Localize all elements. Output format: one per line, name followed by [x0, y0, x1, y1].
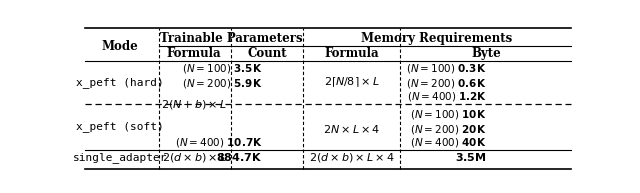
Text: Count: Count [248, 47, 287, 60]
Text: $\mathbf{884.7K}$: $\mathbf{884.7K}$ [216, 151, 262, 163]
Text: $2(d\times b)\times L\times 4$: $2(d\times b)\times L\times 4$ [309, 151, 395, 164]
Text: $2(N+b)\times L$: $2(N+b)\times L$ [161, 98, 227, 111]
Text: x_peft (soft): x_peft (soft) [76, 122, 164, 132]
Text: single_adapter: single_adapter [72, 152, 167, 163]
Text: $2(d\times b)\times L$: $2(d\times b)\times L$ [162, 151, 227, 164]
Text: $2N\times L\times 4$: $2N\times L\times 4$ [323, 123, 381, 135]
Text: $(N=100)\ \mathbf{0.3K}$: $(N=100)\ \mathbf{0.3K}$ [406, 62, 486, 75]
Text: $\mathbf{3.5M}$: $\mathbf{3.5M}$ [455, 151, 486, 163]
Text: $(N=200)\ \mathbf{20K}$: $(N=200)\ \mathbf{20K}$ [410, 123, 486, 136]
Text: Mode: Mode [101, 40, 138, 53]
Text: $(N=400)\ \mathbf{10.7K}$: $(N=400)\ \mathbf{10.7K}$ [175, 136, 262, 149]
Text: $(N=200)\ \mathbf{0.6K}$: $(N=200)\ \mathbf{0.6K}$ [406, 77, 486, 90]
Text: Trainable Parameters: Trainable Parameters [160, 32, 303, 45]
Text: $(N=400)\ \mathbf{1.2K}$: $(N=400)\ \mathbf{1.2K}$ [407, 90, 486, 103]
Text: $2\lceil N/8\rceil\times L$: $2\lceil N/8\rceil\times L$ [324, 76, 380, 89]
Text: $(N=100)\ \mathbf{10K}$: $(N=100)\ \mathbf{10K}$ [410, 108, 486, 121]
Text: Formula: Formula [324, 47, 379, 60]
Text: $(N=100)\ \mathbf{3.5K}$: $(N=100)\ \mathbf{3.5K}$ [182, 62, 262, 75]
Text: Memory Requirements: Memory Requirements [362, 32, 513, 45]
Text: Formula: Formula [167, 47, 221, 60]
Text: x_peft (hard): x_peft (hard) [76, 77, 164, 88]
Text: $(N=200)\ \mathbf{5.9K}$: $(N=200)\ \mathbf{5.9K}$ [182, 77, 262, 90]
Text: Byte: Byte [472, 47, 502, 60]
Text: $(N=400)\ \mathbf{40K}$: $(N=400)\ \mathbf{40K}$ [410, 136, 486, 149]
